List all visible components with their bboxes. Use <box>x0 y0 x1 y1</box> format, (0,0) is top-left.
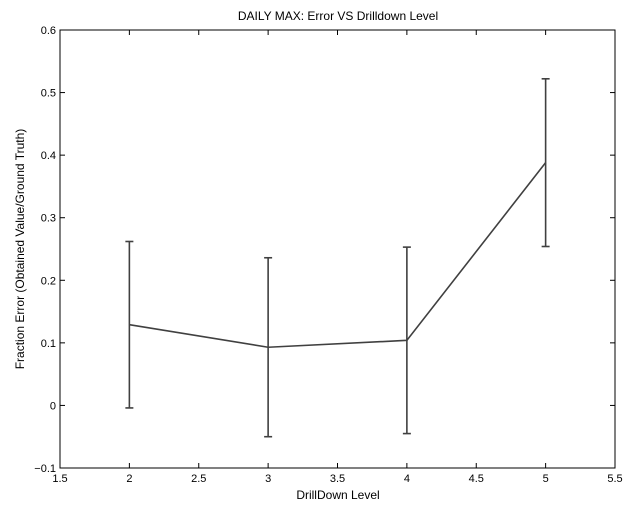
y-tick-label: −0.1 <box>34 463 56 475</box>
plot-frame <box>59 29 616 469</box>
x-tick-label: 3.5 <box>330 473 345 485</box>
y-tick-label: 0.6 <box>41 25 56 37</box>
y-tick-label: 0 <box>50 400 56 412</box>
y-tick-label: 0.3 <box>41 213 56 225</box>
x-axis-label: DrillDown Level <box>296 488 379 502</box>
x-tick-label: 4 <box>404 473 410 485</box>
x-tick-label: 3 <box>265 473 271 485</box>
y-tick-label: 0.5 <box>41 88 56 100</box>
series-line <box>129 162 547 349</box>
y-tick-label: 0.4 <box>41 150 56 162</box>
y-tick-label: 0.2 <box>41 275 56 287</box>
x-tick-label: 4.5 <box>469 473 484 485</box>
x-tick-label: 2.5 <box>191 473 206 485</box>
y-tick-label: 0.1 <box>41 338 56 350</box>
x-tick-label: 5 <box>543 473 549 485</box>
x-tick-label: 2 <box>126 473 132 485</box>
chart-title: DAILY MAX: Error VS Drilldown Level <box>238 9 438 23</box>
y-axis-label: Fraction Error (Obtained Value/Ground Tr… <box>13 129 27 370</box>
x-tick-label: 5.5 <box>607 473 622 485</box>
x-tick-label: 1.5 <box>52 473 67 485</box>
